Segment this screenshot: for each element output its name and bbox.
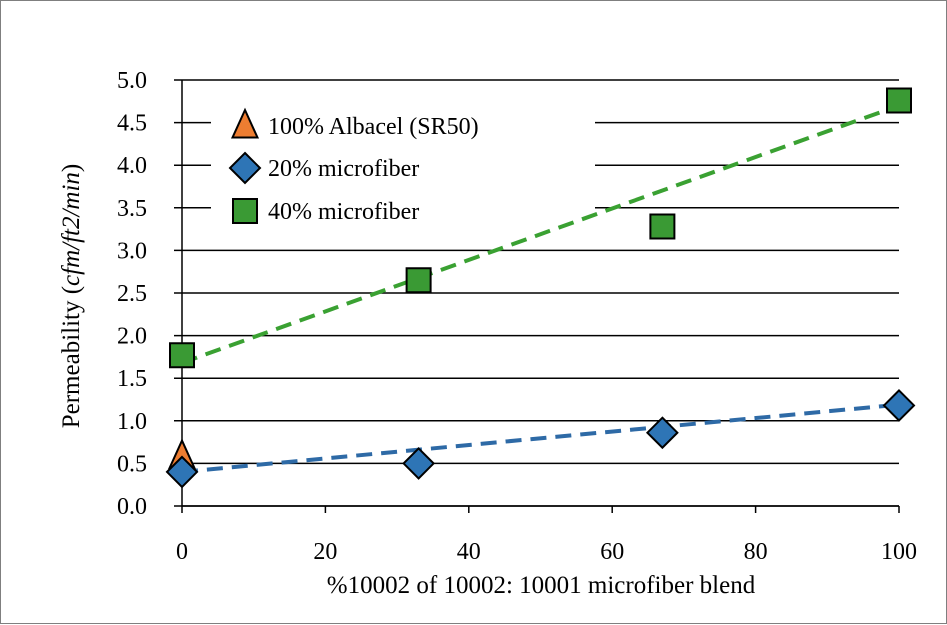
y-tick-label: 1.0 <box>117 409 147 435</box>
y-tick-label: 5.0 <box>117 68 147 94</box>
x-tick-label: 20 <box>313 539 337 565</box>
x-tick-label: 0 <box>176 539 188 565</box>
legend-label-albacel: 100% Albacel (SR50) <box>268 114 479 140</box>
y-axis-title: Permeability (cfm/ft2/min) <box>58 164 85 429</box>
y-axis-title-prefix: Permeability ( <box>58 286 85 428</box>
y-tick-label: 1.5 <box>117 366 147 392</box>
data-point-series-2 <box>886 87 912 114</box>
trendline-series-1 <box>181 402 900 474</box>
axes <box>181 80 900 513</box>
x-tick-label: 40 <box>457 539 481 565</box>
y-tick-label: 0.5 <box>117 451 147 477</box>
legend-diamond-marker <box>228 151 262 185</box>
y-tick-labels: 0.0 0.5 1.0 1.5 2.0 2.5 3.0 3.5 4.0 4.5 5.0 <box>117 68 147 520</box>
y-axis-title-unit: cfm/ft2/min <box>58 172 85 286</box>
y-tick-label: 0.0 <box>117 494 147 520</box>
y-axis-title-suffix: ) <box>58 164 85 172</box>
y-tick-label: 4.0 <box>117 153 147 179</box>
data-point-series-2 <box>649 213 676 240</box>
legend-square-marker <box>232 198 258 224</box>
y-tick-label: 4.5 <box>117 111 147 137</box>
x-tick-label: 60 <box>600 539 624 565</box>
data-points <box>165 87 916 489</box>
trendlines <box>181 103 900 474</box>
legend-item-40-microfiber: 40% microfiber <box>232 198 419 225</box>
legend-background <box>211 101 595 236</box>
data-point-series-2 <box>405 267 432 294</box>
legend-triangle-marker <box>230 107 260 139</box>
legend-item-20-microfiber: 20% microfiber <box>228 151 419 185</box>
y-tick-label: 2.5 <box>117 281 147 307</box>
y-tick-label: 2.0 <box>117 324 147 350</box>
y-tick-label: 3.5 <box>117 196 147 222</box>
y-tick-label: 3.0 <box>117 238 147 264</box>
data-point-series-1 <box>882 389 916 422</box>
legend-item-albacel: 100% Albacel (SR50) <box>230 107 479 140</box>
x-tick-label: 80 <box>744 539 768 565</box>
legend-label-40-microfiber: 40% microfiber <box>268 199 419 225</box>
data-point-series-1 <box>165 455 199 489</box>
data-point-series-2 <box>169 342 195 369</box>
x-axis-title: %10002 of 10002: 10001 microfiber blend <box>327 572 756 599</box>
x-tick-label: 100 <box>881 539 917 565</box>
data-point-series-1 <box>402 446 436 480</box>
legend-label-20-microfiber: 20% microfiber <box>268 156 419 182</box>
trendline-series-2 <box>181 103 900 365</box>
legend: 100% Albacel (SR50) 20% microfiber 40% m… <box>228 107 479 225</box>
data-point-series-1 <box>645 416 679 450</box>
legend-box <box>211 101 595 236</box>
x-tick-labels: 0 20 40 60 80 100 <box>176 539 917 565</box>
